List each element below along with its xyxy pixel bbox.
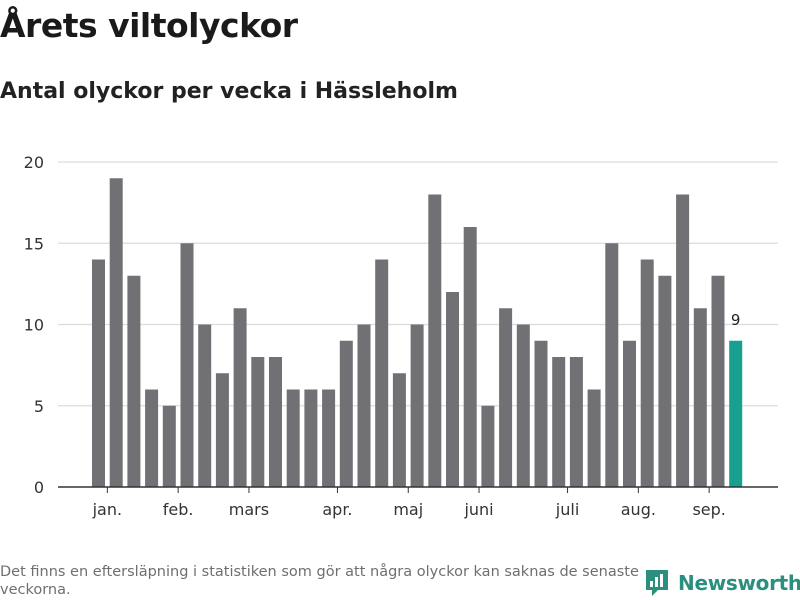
bar [623,340,636,487]
bar [463,227,477,487]
bar [339,340,353,487]
data-label: 9 [731,311,741,329]
x-tick-label: aug. [621,500,656,519]
bar [516,324,530,487]
bar [658,275,672,487]
x-tick-label: apr. [322,500,352,519]
bar [693,308,707,487]
x-tick-label: feb. [163,500,194,519]
bar [162,405,176,487]
x-tick-label: juli [555,500,579,519]
bar [215,373,229,487]
bar [269,357,282,487]
bar [428,194,442,487]
x-tick-label: jan. [92,500,122,519]
bar [676,194,690,487]
x-tick-label: maj [393,500,423,519]
highlighted-bar [729,340,743,487]
bar [180,243,194,487]
footer-note: Det finns en eftersläpning i statistiken… [0,564,639,598]
bar [233,308,247,487]
x-tick-label: juni [463,500,493,519]
y-tick-label: 20 [24,153,44,172]
bar [109,178,123,487]
bar [605,243,619,487]
bar [392,373,406,487]
bar [569,357,583,487]
chart-title: Årets viltolyckor [0,6,298,45]
y-tick-label: 5 [34,397,44,416]
bar [304,389,318,487]
x-tick-label: mars [229,500,269,519]
bar [711,275,725,487]
bar-chart: 0 5 10 15 20 9 jan. feb. mars apr. maj juni juli aug.… [24,153,778,519]
y-tick-label: 0 [34,478,44,497]
bar [375,259,389,487]
bar [640,259,654,487]
bar [145,389,159,487]
bar [410,324,424,487]
x-tick-label: sep. [692,500,725,519]
newsworthy-logo-icon [646,570,668,596]
bar [198,324,212,487]
bar [127,275,141,487]
bar [357,324,371,487]
chart-subtitle: Antal olyckor per vecka i Hässleholm [0,79,458,104]
newsworthy-logo[interactable]: Newsworthy [644,568,800,598]
bar [322,389,336,487]
y-tick-label: 10 [24,316,44,335]
bar [587,389,601,487]
bar [286,389,300,487]
bar [251,357,265,487]
bar [534,340,548,487]
bar [499,308,513,487]
y-tick-label: 15 [24,234,44,253]
brand-name: Newsworthy [678,571,800,595]
bar [481,405,495,487]
bar [552,357,566,487]
bar [92,259,105,487]
bar [446,292,459,487]
